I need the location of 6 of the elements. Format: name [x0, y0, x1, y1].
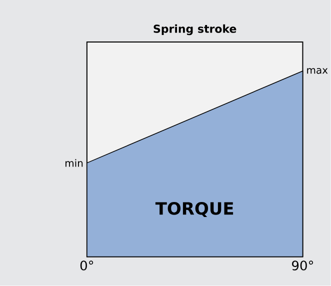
x-tick-label: 0°: [80, 260, 94, 271]
annotation: min: [66, 159, 83, 167]
chart-title: Spring stroke: [154, 24, 236, 36]
x-tick-label: 90°: [292, 260, 314, 271]
annotation: TORQUE: [155, 202, 234, 218]
annotation: max: [307, 68, 328, 74]
